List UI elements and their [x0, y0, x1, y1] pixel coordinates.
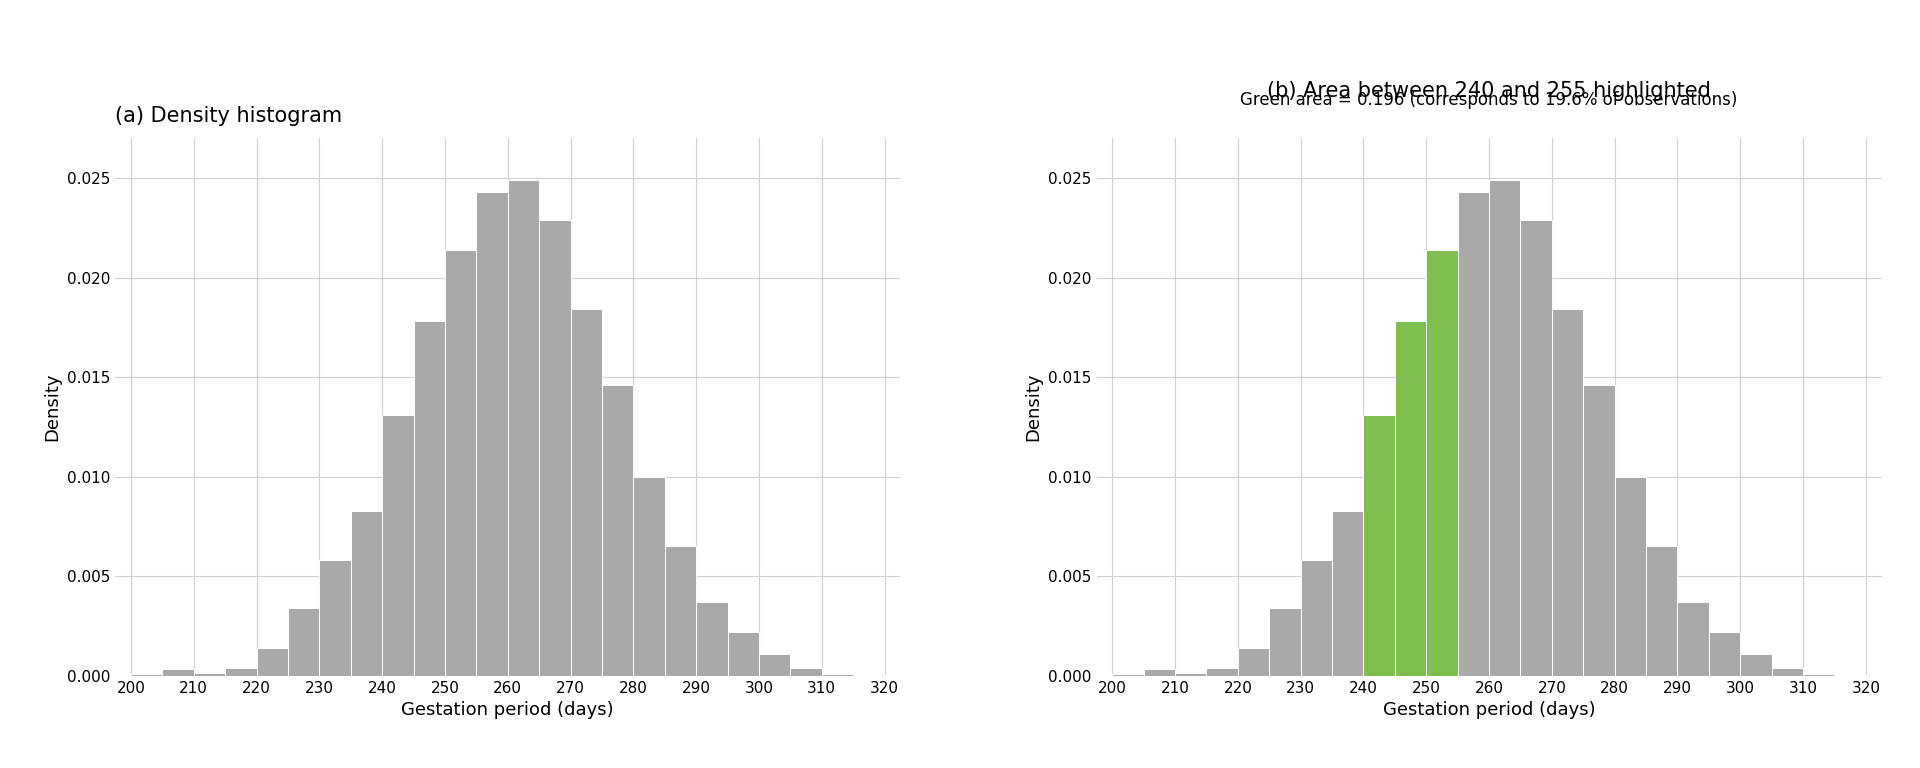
- Bar: [1803, 674, 1834, 676]
- Bar: [445, 250, 476, 676]
- Bar: [1834, 675, 1866, 676]
- Bar: [1678, 602, 1709, 676]
- Bar: [1551, 310, 1584, 676]
- Bar: [507, 180, 540, 676]
- Title: (b) Area between 240 and 255 highlighted: (b) Area between 240 and 255 highlighted: [1267, 81, 1711, 101]
- Bar: [163, 669, 194, 676]
- Bar: [194, 673, 225, 676]
- X-axis label: Gestation period (days): Gestation period (days): [1382, 701, 1596, 720]
- Bar: [1112, 674, 1144, 676]
- Bar: [1206, 668, 1238, 676]
- Bar: [570, 310, 603, 676]
- Text: (a) Density histogram: (a) Density histogram: [115, 105, 342, 126]
- Bar: [1332, 511, 1363, 676]
- Bar: [319, 561, 351, 676]
- Bar: [257, 648, 288, 676]
- X-axis label: Gestation period (days): Gestation period (days): [401, 701, 614, 720]
- Bar: [1238, 648, 1269, 676]
- Bar: [1740, 654, 1772, 676]
- Bar: [1300, 561, 1332, 676]
- Bar: [758, 654, 791, 676]
- Bar: [1269, 608, 1300, 676]
- Bar: [664, 546, 697, 676]
- Bar: [1144, 669, 1175, 676]
- Bar: [728, 632, 758, 676]
- Bar: [603, 385, 634, 676]
- Bar: [351, 511, 382, 676]
- Bar: [1427, 250, 1457, 676]
- Bar: [382, 415, 413, 676]
- Bar: [1457, 192, 1490, 676]
- Bar: [1709, 632, 1740, 676]
- Text: Green area = 0.196 (corresponds to 19.6% of observations): Green area = 0.196 (corresponds to 19.6%…: [1240, 91, 1738, 109]
- Bar: [697, 602, 728, 676]
- Bar: [1615, 477, 1645, 676]
- Bar: [1490, 180, 1521, 676]
- Bar: [540, 220, 570, 676]
- Y-axis label: Density: Density: [1025, 372, 1043, 442]
- Bar: [634, 477, 664, 676]
- Bar: [1584, 385, 1615, 676]
- Bar: [288, 608, 319, 676]
- Bar: [1363, 415, 1394, 676]
- Bar: [1772, 668, 1803, 676]
- Bar: [852, 675, 885, 676]
- Bar: [791, 668, 822, 676]
- Bar: [413, 322, 445, 676]
- Bar: [1645, 546, 1678, 676]
- Bar: [1521, 220, 1551, 676]
- Y-axis label: Density: Density: [44, 372, 61, 442]
- Bar: [1394, 322, 1427, 676]
- Bar: [1175, 673, 1206, 676]
- Bar: [476, 192, 507, 676]
- Bar: [131, 674, 163, 676]
- Bar: [225, 668, 257, 676]
- Bar: [822, 674, 852, 676]
